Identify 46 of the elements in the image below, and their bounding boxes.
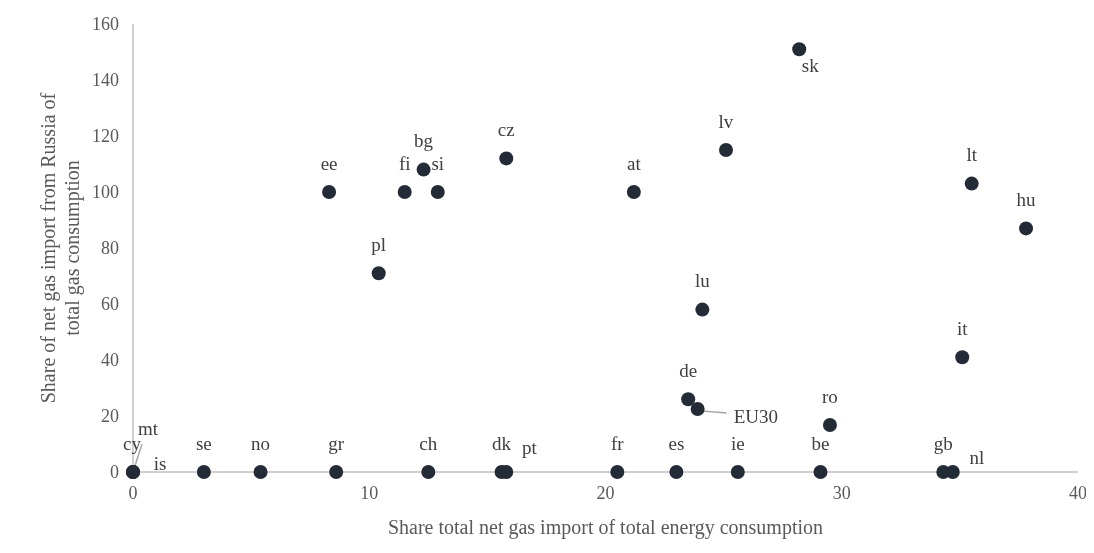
annotation: mt bbox=[137, 417, 159, 439]
annotation: is bbox=[153, 452, 167, 474]
annotation: it bbox=[956, 317, 969, 339]
x-tick-label: 40 bbox=[1069, 483, 1087, 503]
y-tick-label: 80 bbox=[101, 238, 119, 259]
annotation: at bbox=[626, 152, 642, 174]
y-tick-label: 40 bbox=[101, 350, 119, 371]
annotation: si bbox=[431, 152, 445, 174]
annotation: es bbox=[668, 432, 685, 454]
annotation: pt bbox=[521, 436, 538, 458]
annotation: hu bbox=[1016, 189, 1037, 211]
y-tick-label: 0 bbox=[110, 462, 119, 483]
x-tick-label: 10 bbox=[360, 483, 379, 503]
annotation: ie bbox=[730, 432, 745, 454]
annotation: sk bbox=[801, 54, 820, 76]
y-tick-label: 20 bbox=[101, 406, 119, 427]
y-tick-label: 120 bbox=[92, 126, 119, 147]
annotation: ch bbox=[419, 432, 438, 454]
annotation: bg bbox=[414, 130, 434, 152]
y-tick-label: 140 bbox=[92, 70, 119, 91]
y-axis-title: Share of net gas import from Russia of total gas consumption bbox=[37, 92, 84, 404]
annotation: de bbox=[679, 359, 698, 381]
y-tick-label: 60 bbox=[101, 294, 119, 315]
annotation: lt bbox=[966, 144, 978, 166]
annotation: se bbox=[195, 432, 212, 454]
x-tick-label: 20 bbox=[596, 483, 615, 503]
y-tick-label: 100 bbox=[92, 182, 119, 203]
annotation: ro bbox=[822, 385, 838, 407]
annotation: lv bbox=[718, 110, 734, 132]
annotation: no bbox=[251, 432, 271, 454]
x-tick-label: 0 bbox=[128, 483, 138, 503]
annotation: ee bbox=[320, 152, 338, 174]
annotation: lu bbox=[694, 270, 711, 292]
annotation: pl bbox=[371, 233, 387, 255]
annotation: gr bbox=[328, 432, 345, 454]
y-tick-label: 160 bbox=[92, 14, 119, 35]
annotation: EU30 bbox=[733, 405, 778, 427]
annotation: nl bbox=[969, 446, 985, 468]
x-axis-title: Share total net gas import of total energy consumption bbox=[387, 516, 824, 539]
annotation: cz bbox=[497, 119, 515, 141]
annotation: fr bbox=[610, 432, 625, 454]
annotation: be bbox=[811, 432, 830, 454]
annotation: dk bbox=[492, 432, 512, 454]
x-tick-label: 30 bbox=[832, 483, 851, 503]
annotation: fi bbox=[398, 152, 411, 174]
annotation: gb bbox=[933, 432, 953, 454]
